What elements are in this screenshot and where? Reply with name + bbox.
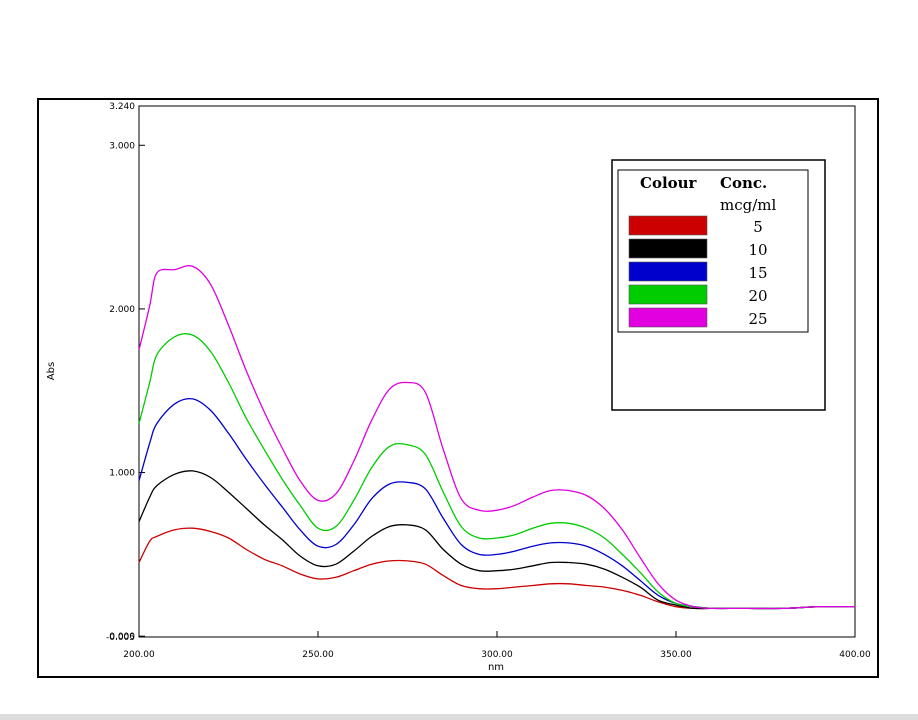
legend-label-5: 5 [753, 218, 763, 236]
legend-table-border [617, 169, 809, 333]
legend-swatch-15 [628, 261, 708, 282]
legend-label-10: 10 [748, 241, 767, 259]
x-axis-title: nm [488, 662, 504, 673]
legend: Colour Conc. mcg/ml 5 10 15 20 25 [611, 159, 826, 411]
x-tick-label: 250.00 [302, 650, 334, 660]
series-lines [138, 265, 856, 610]
series-line-5 [138, 527, 856, 610]
legend-rows: 5 10 15 20 25 [628, 215, 768, 328]
legend-swatch-5 [628, 215, 708, 236]
legend-header-conc: Conc. [720, 174, 767, 192]
y-tick-label: -0.005 [106, 633, 135, 643]
series-line-25 [138, 265, 856, 610]
series-line-15 [138, 397, 856, 610]
legend-label-25: 25 [748, 310, 767, 328]
x-tick-label: 400.00 [839, 650, 871, 660]
legend-header-colour: Colour [640, 174, 698, 192]
outer-frame [37, 98, 879, 678]
x-tick-label: 350.00 [660, 650, 692, 660]
legend-header-unit: mcg/ml [720, 196, 777, 214]
legend-swatch-25 [628, 307, 708, 328]
legend-label-20: 20 [748, 287, 767, 305]
y-tick-label: 0.000 [109, 632, 135, 642]
legend-swatch-20 [628, 284, 708, 305]
y-tick-label: 3.240 [109, 102, 135, 112]
series-line-20 [138, 333, 856, 610]
legend-label-15: 15 [748, 264, 767, 282]
x-tick-label: 300.00 [481, 650, 513, 660]
y-tick-label: 2.000 [109, 305, 135, 315]
y-axis-ticks: 3.240 3.000 2.000 1.000 0.000-0.005 [106, 102, 145, 643]
x-axis-ticks: 200.00 250.00 300.00 350.00 400.00 [123, 631, 871, 660]
y-tick-label: 1.000 [109, 469, 135, 479]
y-axis-title: Abs [46, 362, 57, 380]
legend-swatch-10 [628, 238, 708, 259]
series-line-10 [138, 470, 856, 610]
y-tick-label: 3.000 [109, 141, 135, 151]
x-tick-label: 200.00 [123, 650, 155, 660]
bottom-edge-bar [0, 714, 918, 720]
